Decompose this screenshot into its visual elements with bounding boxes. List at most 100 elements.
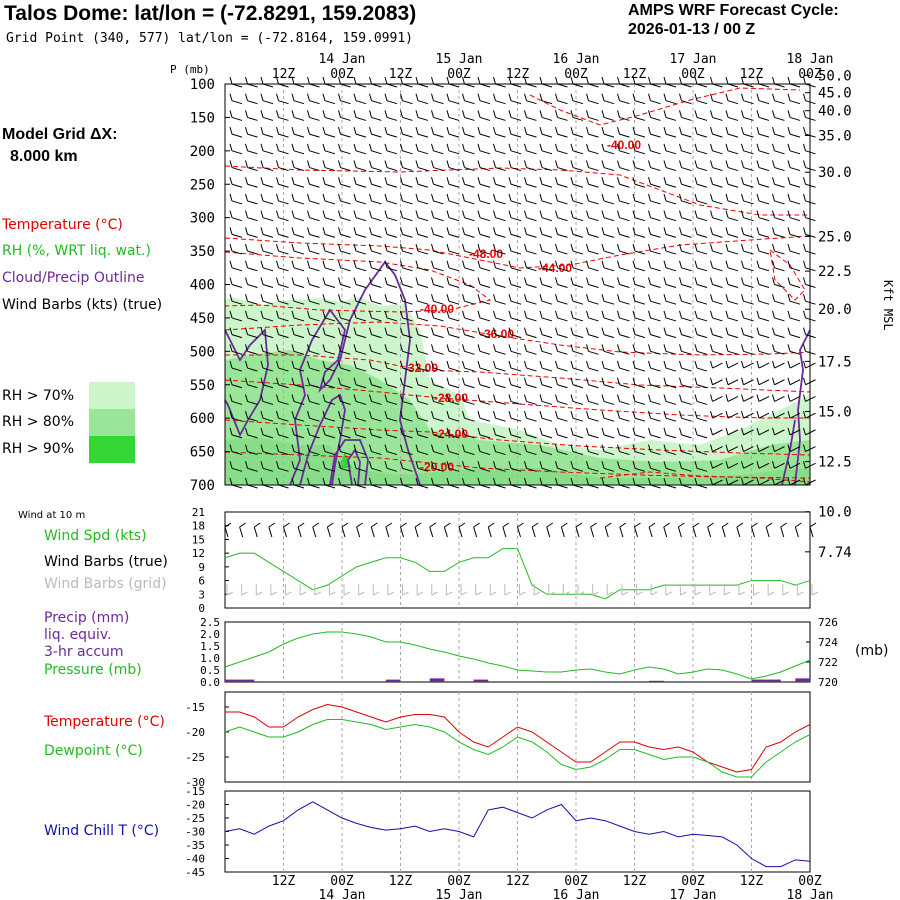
top-time-label: 12Z — [389, 67, 413, 82]
upper-wind-barb — [260, 327, 274, 339]
chill-tick-label: -20 — [185, 799, 205, 812]
upper-wind-barb — [539, 310, 553, 322]
upper-wind-barb — [276, 327, 289, 339]
upper-wind-barb — [539, 294, 553, 305]
upper-wind-barb — [741, 327, 754, 339]
upper-wind-barb — [632, 310, 646, 322]
upper-wind-barb — [276, 177, 289, 188]
upper-wind-barb — [245, 143, 258, 155]
precip-tick-label: 2.5 — [200, 616, 220, 629]
upper-wind-barb — [539, 444, 553, 456]
upper-wind-barb — [555, 427, 568, 439]
upper-wind-barb — [291, 193, 305, 205]
upper-wind-barb — [756, 427, 770, 436]
upper-wind-barb — [431, 76, 444, 88]
upper-wind-barb — [245, 444, 258, 456]
upper-wind-barb — [648, 344, 661, 355]
upper-wind-barb — [245, 160, 258, 172]
surface-wind-barb-grid-flag — [519, 591, 526, 596]
upper-wind-barb — [384, 160, 398, 172]
upper-wind-barb — [400, 110, 413, 121]
upper-wind-barb — [276, 227, 289, 238]
top-time-label: 00Z — [330, 67, 354, 82]
upper-wind-barb — [477, 143, 491, 155]
upper-wind-barb — [756, 294, 770, 305]
upper-wind-barb — [322, 411, 336, 422]
upper-wind-barb — [601, 444, 615, 456]
upper-wind-barb — [710, 277, 723, 288]
upper-wind-barb — [260, 411, 274, 422]
upper-wind-barb — [260, 377, 274, 389]
upper-wind-barb — [493, 310, 506, 322]
upper-wind-barb — [741, 360, 754, 369]
upper-wind-barb — [338, 93, 351, 105]
upper-wind-barb — [694, 344, 708, 355]
surface-wind-barb-true — [560, 526, 565, 538]
bottom-time-label: 00Z — [447, 874, 471, 889]
upper-wind-barb — [338, 377, 351, 389]
upper-wind-barb — [384, 377, 398, 389]
pressure-right-tick-label: 726 — [818, 616, 838, 629]
upper-wind-barb — [663, 310, 677, 322]
upper-wind-barb — [679, 227, 692, 238]
kft-tick-label: 30.0 — [818, 165, 852, 181]
upper-wind-barb — [369, 160, 382, 172]
upper-wind-barb — [570, 427, 584, 439]
upper-wind-barb — [741, 310, 754, 322]
upper-wind-barb — [400, 444, 413, 456]
bottom-time-label: 12Z — [272, 874, 296, 889]
cloud-outline — [329, 439, 369, 486]
upper-wind-barb — [400, 277, 413, 288]
upper-wind-barb — [632, 227, 646, 238]
surface-wind-barb-true-flag — [707, 522, 714, 528]
upper-wind-barb — [431, 210, 444, 222]
upper-wind-barb — [601, 143, 615, 155]
upper-wind-barb — [648, 193, 661, 205]
upper-wind-barb — [725, 394, 739, 402]
upper-wind-barb — [400, 310, 413, 322]
upper-wind-barb — [291, 177, 305, 188]
upper-wind-barb — [229, 93, 243, 105]
upper-wind-barb — [539, 110, 553, 121]
upper-wind-barb — [679, 277, 692, 288]
upper-wind-barb — [756, 227, 770, 238]
surface-wind-barb-true — [370, 526, 375, 538]
upper-wind-barb — [307, 243, 320, 255]
upper-wind-barb — [508, 260, 522, 272]
legend-wind-speed: Wind Spd (kts) — [44, 528, 147, 544]
upper-wind-barb — [555, 344, 568, 355]
surface-wind-barb-true-flag — [312, 522, 320, 528]
upper-wind-barb — [245, 294, 258, 305]
upper-wind-barb — [601, 461, 615, 472]
bottom-date-label: 17 Jan — [670, 888, 717, 900]
upper-wind-barb — [787, 377, 801, 386]
upper-wind-barb — [648, 227, 661, 238]
upper-wind-barb — [338, 126, 351, 138]
upper-wind-barb — [338, 294, 351, 305]
upper-wind-barb — [353, 310, 367, 322]
surface-wind-barb-grid-flag — [680, 591, 687, 596]
upper-wind-barb — [322, 461, 336, 472]
upper-wind-barb — [725, 110, 739, 121]
upper-wind-barb — [617, 327, 630, 339]
upper-wind-barb — [570, 110, 584, 121]
upper-wind-barb — [648, 277, 661, 288]
upper-wind-barb — [772, 461, 785, 469]
upper-wind-barb — [477, 76, 491, 88]
upper-wind-barb — [462, 177, 475, 188]
upper-wind-barb — [369, 444, 382, 456]
upper-wind-barb — [679, 411, 692, 422]
surface-wind-barb-true — [707, 526, 712, 538]
upper-wind-barb — [617, 210, 630, 222]
upper-wind-barb — [276, 394, 289, 405]
pressure-tick-label: 200 — [190, 144, 215, 160]
upper-wind-barb — [586, 126, 599, 138]
upper-wind-barb — [322, 344, 336, 355]
upper-wind-barb — [617, 193, 630, 205]
precip-bar — [429, 678, 445, 682]
precip-tick-label: 0.5 — [200, 664, 220, 677]
surface-wind-barb-grid-flag — [724, 591, 731, 596]
temperature-contour — [529, 87, 801, 126]
upper-wind-barb — [555, 143, 568, 155]
surface-wind-barb-true — [604, 526, 609, 538]
